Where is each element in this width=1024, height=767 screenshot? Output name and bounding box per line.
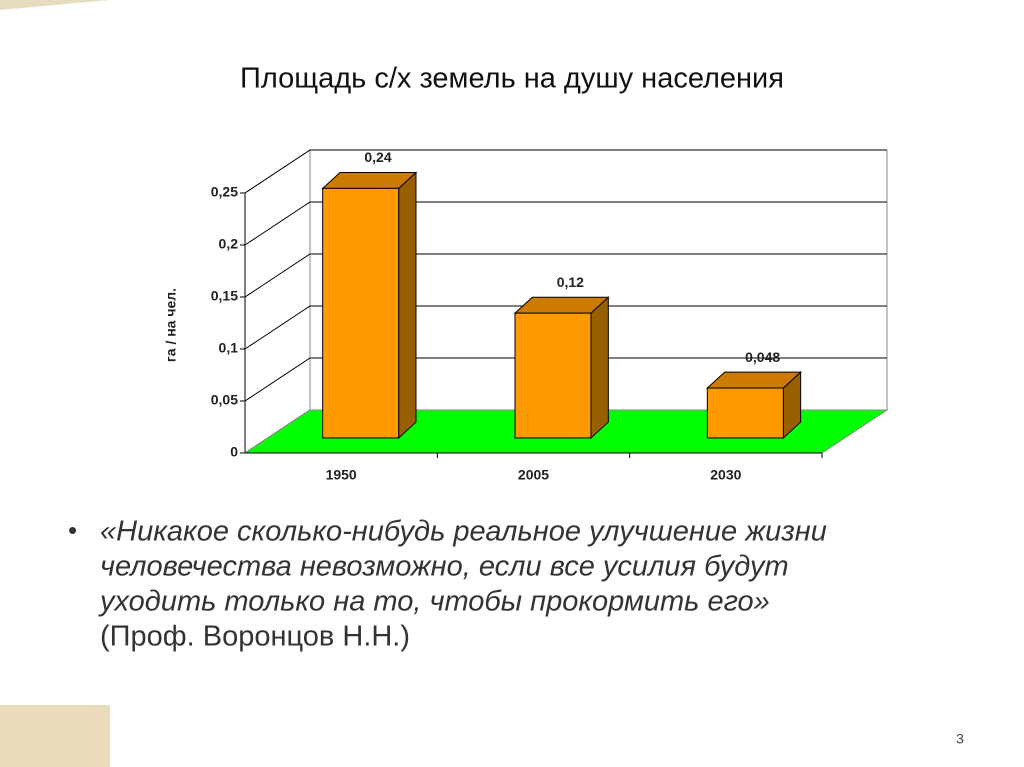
bar: [706, 371, 802, 440]
chart-title: Площадь с/х земель на душу населения: [240, 63, 784, 95]
bar: [513, 296, 610, 440]
grid-line: [244, 357, 887, 402]
y-axis-label: га / на чел.: [163, 288, 179, 362]
x-tick-label: 1950: [326, 467, 357, 483]
bar-front: [322, 187, 400, 439]
bar-top: [321, 171, 418, 189]
x-tick-label: 2005: [518, 467, 549, 483]
grid-line: [244, 149, 887, 194]
corner-decoration: [0, 0, 110, 10]
y-tick-label: 0,2: [219, 236, 239, 252]
bar-top: [706, 371, 802, 389]
bar-front: [514, 312, 592, 439]
corner-decoration: [0, 705, 110, 767]
y-tick-label: 0,05: [211, 392, 238, 408]
page-number: 3: [956, 731, 964, 747]
bar-top: [513, 296, 610, 314]
bullet: •: [68, 515, 77, 545]
y-tick-label: 0,15: [211, 288, 238, 304]
bar: [321, 171, 418, 440]
grid-line: [244, 253, 887, 298]
bar-front: [706, 387, 784, 439]
bar-side: [590, 296, 609, 440]
y-tick-label: 0: [230, 444, 238, 460]
y-tick-label: 0,25: [211, 184, 238, 200]
value-label: 0,24: [364, 149, 391, 165]
quote: «Никакое сколько-нибудь реальное улучшен…: [98, 516, 827, 653]
grid-line: [244, 305, 887, 350]
quote-line: уходить только на то, чтобы прокормить е…: [98, 586, 770, 618]
side-wall: [244, 149, 311, 454]
grid-line: [244, 201, 887, 246]
x-tick-label: 2030: [710, 467, 741, 483]
quote-line: (Проф. Воронцов Н.Н.): [100, 621, 410, 653]
value-label: 0,048: [745, 349, 780, 365]
y-tick-label: 0,1: [219, 340, 239, 356]
quote-line: человечества невозможно, если все усилия…: [100, 551, 789, 583]
bar-side: [398, 171, 417, 440]
plot: 0 0,05 0,1 0,15 0,2 0,25 1950 0,24 2005 0,12 2030 0…: [211, 149, 889, 483]
quote-line: «Никакое сколько-нибудь реальное улучшен…: [100, 516, 827, 548]
value-label: 0,12: [557, 274, 584, 290]
